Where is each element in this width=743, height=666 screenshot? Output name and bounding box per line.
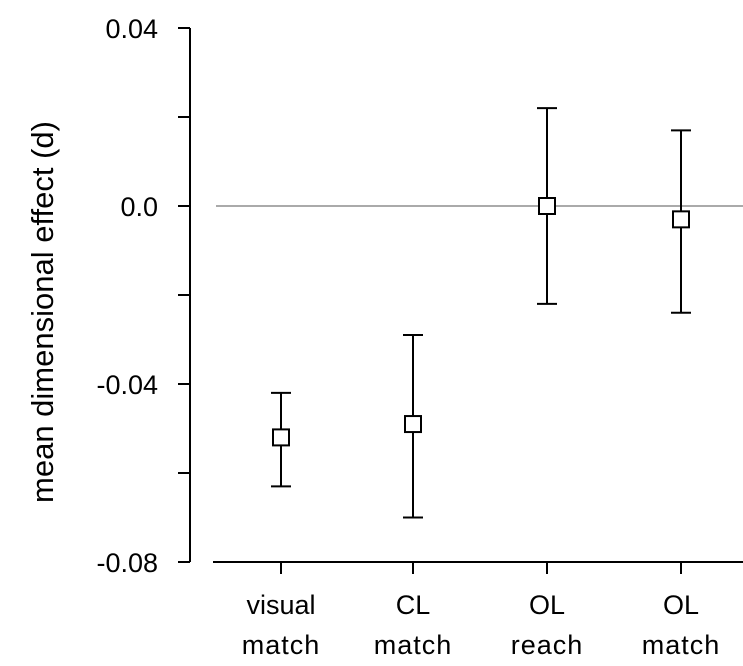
data-markers [272,197,690,447]
x-tick-label-line1: visual [246,590,315,620]
y-tick-label: 0.0 [120,192,158,222]
x-tick-label-line1: OL [663,590,699,620]
x-tick-label-line2: match [642,630,721,660]
y-tick-label: -0.08 [96,548,158,578]
x-tick-label-line1: CL [396,590,431,620]
tick-labels: 0.04 0.0 -0.04 -0.08 visual match CL match OL rea… [96,14,721,660]
y-tick-label: 0.04 [105,14,158,44]
y-tick-label: -0.04 [96,370,158,400]
x-tick-label-line2: reach [511,630,584,660]
data-point [404,415,422,434]
x-tick-label-line1: OL [529,590,565,620]
error-bars [271,107,691,519]
axes [178,27,743,574]
x-tick-label-line2: match [374,630,453,660]
data-point [672,210,690,229]
data-point [272,428,290,447]
data-point [538,197,556,215]
y-axis-title: mean dimensional effect (d) [25,121,60,503]
x-tick-label-line2: match [242,630,321,660]
